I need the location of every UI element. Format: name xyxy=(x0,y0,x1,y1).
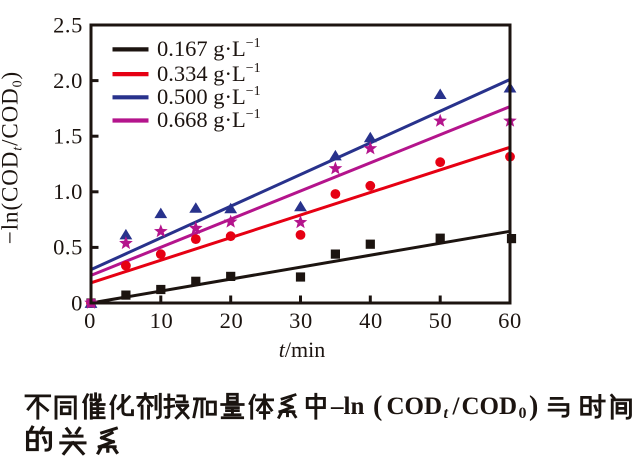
svg-text:40: 40 xyxy=(359,308,383,333)
svg-text:/: / xyxy=(452,393,461,420)
svg-text:–ln: –ln xyxy=(330,393,364,420)
svg-text:0.167 g·L−1: 0.167 g·L−1 xyxy=(157,36,261,61)
svg-text:2.0: 2.0 xyxy=(53,68,83,93)
svg-text:0: 0 xyxy=(71,290,83,315)
svg-text:(: ( xyxy=(373,391,382,422)
svg-text:0: 0 xyxy=(519,405,527,422)
svg-text:30: 30 xyxy=(289,308,313,333)
svg-text:t: t xyxy=(444,405,449,422)
svg-text:1.5: 1.5 xyxy=(53,124,83,149)
svg-text:0: 0 xyxy=(84,308,96,333)
svg-text:COD: COD xyxy=(462,393,518,420)
svg-text:−ln(CODt/COD0): −ln(CODt/COD0) xyxy=(0,71,26,244)
svg-text:10: 10 xyxy=(150,308,174,333)
svg-text:1.0: 1.0 xyxy=(53,179,83,204)
svg-text:COD: COD xyxy=(387,393,443,420)
svg-text:0.500 g·L−1: 0.500 g·L−1 xyxy=(157,84,261,109)
svg-text:t/min: t/min xyxy=(279,337,325,362)
svg-text:20: 20 xyxy=(220,308,244,333)
svg-text:): ) xyxy=(529,391,538,422)
svg-text:60: 60 xyxy=(498,308,522,333)
svg-text:0.5: 0.5 xyxy=(53,235,83,260)
svg-text:50: 50 xyxy=(429,308,453,333)
svg-text:0.668 g·L−1: 0.668 g·L−1 xyxy=(157,107,261,132)
svg-text:2.5: 2.5 xyxy=(53,12,83,37)
svg-text:0.334 g·L−1: 0.334 g·L−1 xyxy=(157,61,261,86)
